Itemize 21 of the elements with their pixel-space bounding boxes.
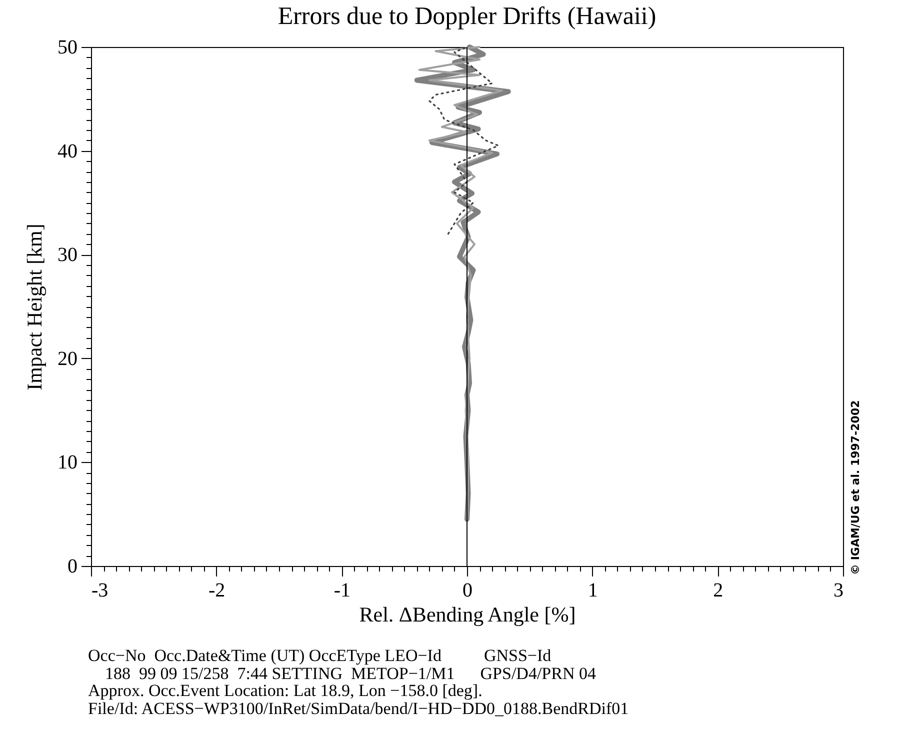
y-tick-label: 0 bbox=[68, 556, 78, 578]
x-tick-label: 0 bbox=[462, 580, 472, 602]
y-tick-label: 40 bbox=[58, 140, 78, 162]
y-tick-label: 30 bbox=[58, 244, 78, 266]
x-tick-label: 3 bbox=[834, 580, 844, 602]
y-tick-label: 10 bbox=[58, 452, 78, 474]
x-tick-label: -2 bbox=[208, 580, 226, 602]
text: 188 99 09 15/258 7:44 SETTING METOP−1/M1 GPS/D4/PRN 04 bbox=[104, 664, 596, 682]
x-tick-label: -1 bbox=[334, 580, 351, 602]
y-tick-label: 20 bbox=[58, 348, 78, 370]
text: Approx. Occ.Event Location: Lat 18.9, Lon −158.0 [deg]. bbox=[88, 681, 482, 700]
text: © IGAM/UG et al. 1997-2002 bbox=[849, 400, 862, 575]
x-tick-label: 1 bbox=[588, 580, 598, 602]
y-axis-title: Impact Height [km] bbox=[22, 224, 46, 390]
x-axis-title: Rel. ΔBending Angle [%] bbox=[359, 602, 576, 626]
text: Occ−No Occ.Date&Time (UT) OccEType LEO−Id GNSS−Id bbox=[88, 646, 552, 665]
text: File/Id: ACESS−WP3100/InRet/SimData/bend/I−HD−DD0_0188.BendRDif01 bbox=[88, 698, 629, 718]
chart-title: Errors due to Doppler Drifts (Hawaii) bbox=[278, 3, 656, 30]
x-tick-label: -3 bbox=[92, 580, 108, 602]
y-tick-label: 50 bbox=[58, 36, 78, 58]
x-tick-label: 2 bbox=[713, 580, 724, 602]
